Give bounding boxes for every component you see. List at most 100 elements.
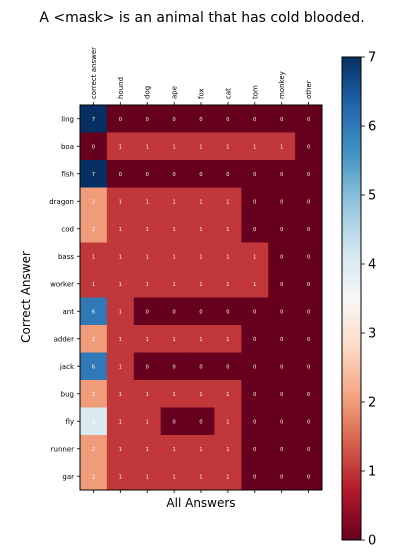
heatmap-cell — [133, 462, 162, 491]
colorbar-segment — [342, 412, 361, 417]
colorbar-segment — [342, 402, 361, 406]
column-tick-label: fox — [198, 88, 206, 99]
row-tick-label: cod — [61, 225, 74, 233]
colorbar-segment — [342, 312, 361, 317]
heatmap-cell — [214, 407, 242, 436]
heatmap-cell — [133, 132, 162, 161]
cell-value-label: 0 — [146, 117, 149, 123]
colorbar-segment — [342, 181, 361, 186]
heatmap-cell — [80, 380, 108, 408]
cell-value-label: 1 — [173, 392, 176, 398]
cell-value-label: 1 — [119, 364, 122, 370]
heatmap-cell — [187, 352, 215, 381]
cell-value-label: 1 — [92, 254, 95, 260]
cell-value-label: 0 — [199, 309, 202, 315]
colorbar-segment — [342, 491, 361, 496]
colorbar-tick-label: 0 — [368, 534, 376, 549]
heatmap-cell — [80, 407, 108, 436]
colorbar-segment — [342, 526, 361, 531]
heatmap-cell — [295, 105, 323, 133]
cell-value-label: 1 — [226, 144, 229, 150]
colorbar-segment — [342, 377, 361, 382]
cell-value-label: 1 — [280, 144, 283, 150]
cell-value-label: 1 — [146, 227, 149, 233]
cell-value-label: 1 — [199, 474, 202, 480]
row-tick-label: fly — [65, 418, 74, 426]
heatmap-cell — [268, 352, 296, 381]
cell-value-label: 0 — [92, 144, 95, 150]
heatmap-cell — [268, 215, 296, 243]
colorbar-segment — [342, 326, 361, 331]
chart-title: A <mask> is an animal that has cold bloo… — [39, 10, 364, 26]
colorbar-segment — [342, 419, 361, 424]
colorbar-segment — [342, 429, 361, 434]
colorbar: 0 1 2 3 4 5 6 7 — [341, 51, 376, 549]
row-tick-labels: ling boa fish dragon cod bass worker ant adder ja… — [49, 115, 80, 481]
heatmap-cell — [187, 270, 215, 298]
cell-value-label: 1 — [226, 254, 229, 260]
cell-value-label: 1 — [146, 282, 149, 288]
cell-value-label: 0 — [307, 309, 310, 315]
colorbar-segment — [342, 274, 361, 279]
cell-value-label: 0 — [307, 419, 310, 425]
row-tick-label: jack — [59, 363, 75, 371]
colorbar-segment — [342, 384, 361, 389]
colorbar-segment — [342, 160, 361, 165]
heatmap-cell — [214, 297, 242, 326]
colorbar-segment — [342, 146, 361, 151]
heatmap-cell — [214, 242, 242, 271]
colorbar-segment — [342, 260, 361, 265]
colorbar-segment — [342, 126, 361, 130]
colorbar-segment — [342, 84, 361, 89]
column-tick-label: hound — [117, 77, 125, 99]
heatmap-cell — [160, 462, 188, 491]
cell-value-label: 1 — [119, 337, 122, 343]
heatmap-cell — [160, 215, 188, 243]
heatmap-cell — [133, 380, 162, 408]
colorbar-tick-label: 1 — [368, 465, 376, 480]
colorbar-segment — [342, 91, 361, 96]
heatmap-cell — [268, 132, 296, 161]
colorbar-segment — [342, 208, 361, 213]
colorbar-segment — [342, 426, 361, 431]
column-tick-labels: correct answer hound dog ape fox cat tom monkey… — [90, 47, 313, 493]
column-tick-label: other — [305, 80, 313, 99]
colorbar-segment — [342, 270, 361, 275]
colorbar-segment — [342, 471, 361, 475]
colorbar-segment — [342, 153, 361, 158]
colorbar-segment — [342, 188, 361, 193]
heatmap-cell — [214, 352, 242, 381]
colorbar-segment — [342, 364, 361, 368]
colorbar-segment — [342, 443, 361, 448]
heatmap-cell — [214, 215, 242, 243]
colorbar-segment — [342, 81, 361, 86]
colorbar-segment — [342, 467, 361, 472]
heatmap-cell — [160, 270, 188, 298]
cell-value-label: 0 — [226, 172, 229, 178]
cell-value-label: 1 — [173, 337, 176, 343]
colorbar-segment — [342, 329, 361, 334]
heatmap-cell — [268, 380, 296, 408]
cell-value-label: 1 — [146, 254, 149, 260]
cell-value-label: 1 — [173, 282, 176, 288]
cell-value-label: 0 — [280, 227, 283, 233]
colorbar-segment — [342, 505, 361, 510]
heatmap-cell — [106, 132, 135, 161]
cell-value-label: 0 — [307, 117, 310, 123]
heatmap-cell — [187, 215, 215, 243]
cell-value-label: 0 — [280, 199, 283, 205]
heatmap-cell — [106, 160, 135, 188]
colorbar-segment — [342, 98, 361, 103]
heatmap-cell — [187, 407, 215, 436]
colorbar-segment — [342, 381, 361, 386]
cell-value-label: 1 — [253, 254, 256, 260]
colorbar-segment — [342, 281, 361, 286]
row-tick-label: bug — [61, 390, 74, 398]
row-tick-label: ling — [61, 115, 74, 123]
heatmap-cell — [106, 270, 135, 298]
heatmap-cell — [295, 352, 323, 381]
colorbar-segment — [342, 170, 361, 175]
cell-value-label: 0 — [253, 447, 256, 453]
cell-value-label: 1 — [146, 392, 149, 398]
cell-value-label: 1 — [146, 199, 149, 205]
